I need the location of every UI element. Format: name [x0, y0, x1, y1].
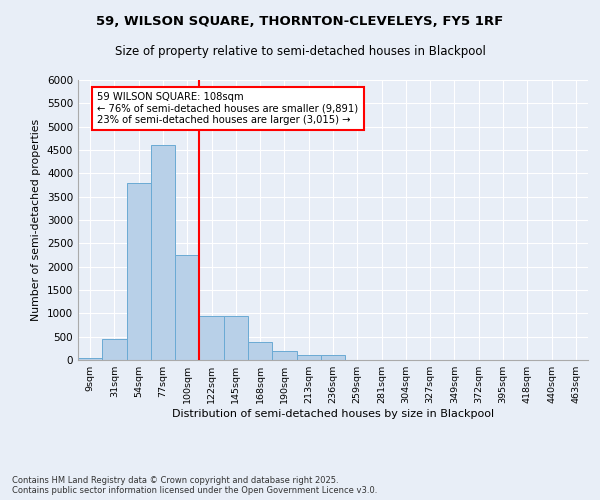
- Text: Size of property relative to semi-detached houses in Blackpool: Size of property relative to semi-detach…: [115, 45, 485, 58]
- X-axis label: Distribution of semi-detached houses by size in Blackpool: Distribution of semi-detached houses by …: [172, 409, 494, 419]
- Bar: [151, 146, 175, 360]
- Bar: [102, 339, 127, 360]
- Bar: [248, 342, 272, 360]
- Bar: [175, 255, 199, 360]
- Text: Contains HM Land Registry data © Crown copyright and database right 2025.
Contai: Contains HM Land Registry data © Crown c…: [12, 476, 377, 495]
- Bar: [321, 356, 345, 360]
- Text: 59, WILSON SQUARE, THORNTON-CLEVELEYS, FY5 1RF: 59, WILSON SQUARE, THORNTON-CLEVELEYS, F…: [97, 15, 503, 28]
- Bar: [224, 316, 248, 360]
- Bar: [296, 355, 321, 360]
- Bar: [78, 358, 102, 360]
- Text: 59 WILSON SQUARE: 108sqm
← 76% of semi-detached houses are smaller (9,891)
23% o: 59 WILSON SQUARE: 108sqm ← 76% of semi-d…: [97, 92, 359, 125]
- Bar: [127, 182, 151, 360]
- Y-axis label: Number of semi-detached properties: Number of semi-detached properties: [31, 119, 41, 321]
- Bar: [272, 350, 296, 360]
- Bar: [199, 316, 224, 360]
